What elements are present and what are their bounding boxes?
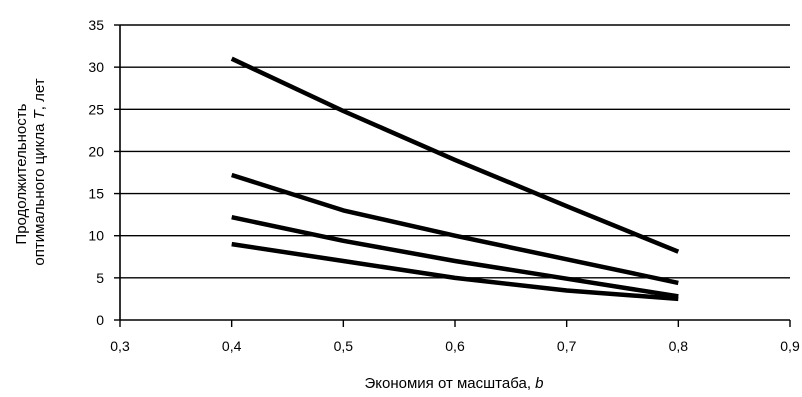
x-tick-label-5: 0,8	[669, 338, 689, 354]
y-tick-label-7: 35	[88, 17, 104, 33]
y-tick-label-1: 5	[96, 270, 104, 286]
series-line-2	[231, 172, 679, 286]
y-tick-label-2: 10	[88, 228, 104, 244]
tick-labels: 0 5 10 15 20 25 30 35 0,3 0,4 0,5 0,6 0,7 0,8 0,9	[88, 17, 800, 354]
y-axis-title-line2: оптимального цикла T, лет	[31, 78, 48, 265]
y-tick-label-0: 0	[96, 312, 104, 328]
y-tick-label-6: 30	[88, 59, 104, 75]
series-line-3	[231, 214, 679, 299]
x-tick-label-6: 0,9	[780, 338, 800, 354]
x-tick-label-1: 0,4	[222, 338, 242, 354]
y-axis-title-line1: Продолжительность	[13, 103, 30, 244]
x-tick-label-3: 0,6	[445, 338, 465, 354]
grid-lines	[120, 24, 790, 279]
series-line-4	[231, 241, 679, 302]
x-tick-label-4: 0,7	[557, 338, 577, 354]
y-tick-label-4: 20	[88, 143, 104, 159]
series-lines	[230, 56, 680, 302]
y-tick-label-5: 25	[88, 101, 104, 117]
x-axis-variable: b	[535, 375, 543, 392]
axes	[114, 24, 791, 327]
y-tick-label-3: 15	[88, 186, 104, 202]
y-axis-title: Продолжительность оптимального цикла T, …	[13, 78, 48, 265]
y-axis-variable: T	[31, 108, 48, 119]
x-axis-title: Экономия от масштаба, b	[364, 375, 543, 392]
x-tick-label-2: 0,5	[334, 338, 354, 354]
series-line-1	[230, 56, 680, 254]
x-tick-label-0: 0,3	[110, 338, 130, 354]
